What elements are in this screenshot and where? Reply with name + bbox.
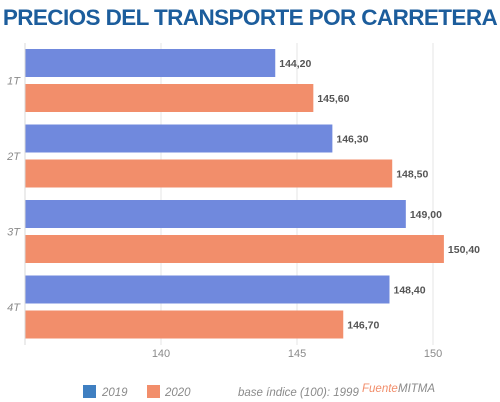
- value-label-2020-3T: 150,40: [448, 244, 480, 256]
- value-label-2019-1T: 144,20: [279, 58, 311, 70]
- value-label-2019-4T: 148,40: [393, 285, 425, 297]
- value-label-2020-4T: 146,70: [347, 320, 379, 332]
- bar-2020-3T: [25, 235, 444, 263]
- bar-2020-4T: [25, 310, 344, 339]
- bar-2019-2T: [25, 124, 333, 153]
- x-tick-label-145: 145: [288, 348, 306, 360]
- source-label: Fuente:: [362, 383, 401, 395]
- legend-label-2019: 2019: [101, 387, 128, 399]
- bar-2019-3T: [25, 200, 406, 228]
- bar-2019-1T: [25, 49, 276, 77]
- category-label-2T: 2T: [6, 151, 21, 163]
- value-label-2020-2T: 148,50: [396, 169, 428, 181]
- legend-swatch-2020: [147, 385, 160, 398]
- value-label-2020-1T: 145,60: [317, 93, 349, 105]
- base-index-note: base índice (100): 1999: [238, 387, 359, 399]
- category-labels: 1T 2T 3T 4T: [6, 76, 21, 315]
- x-tick-label-150: 150: [424, 348, 442, 360]
- bar-2019-4T: [25, 275, 390, 304]
- value-labels: 144,20 145,60 146,30 148,50 149,00 150,40 148,…: [279, 58, 480, 332]
- legend: 2019 2020: [83, 385, 191, 399]
- value-label-2019-2T: 146,30: [336, 134, 368, 146]
- bar-2020-2T: [25, 159, 393, 188]
- value-label-2019-3T: 149,00: [410, 209, 442, 221]
- bar-2020-1T: [25, 84, 314, 112]
- chart-title: PRECIOS DEL TRANSPORTE POR CARRETERA: [2, 5, 498, 30]
- x-tick-label-140: 140: [152, 348, 170, 360]
- category-label-1T: 1T: [7, 76, 21, 88]
- legend-label-2020: 2020: [164, 387, 191, 399]
- category-label-4T: 4T: [7, 302, 21, 314]
- bars: [25, 49, 444, 339]
- source-value: MITMA: [398, 383, 435, 395]
- x-axis-ticks: 140 145 150: [152, 348, 442, 360]
- category-label-3T: 3T: [7, 227, 21, 239]
- legend-swatch-2019: [83, 385, 96, 398]
